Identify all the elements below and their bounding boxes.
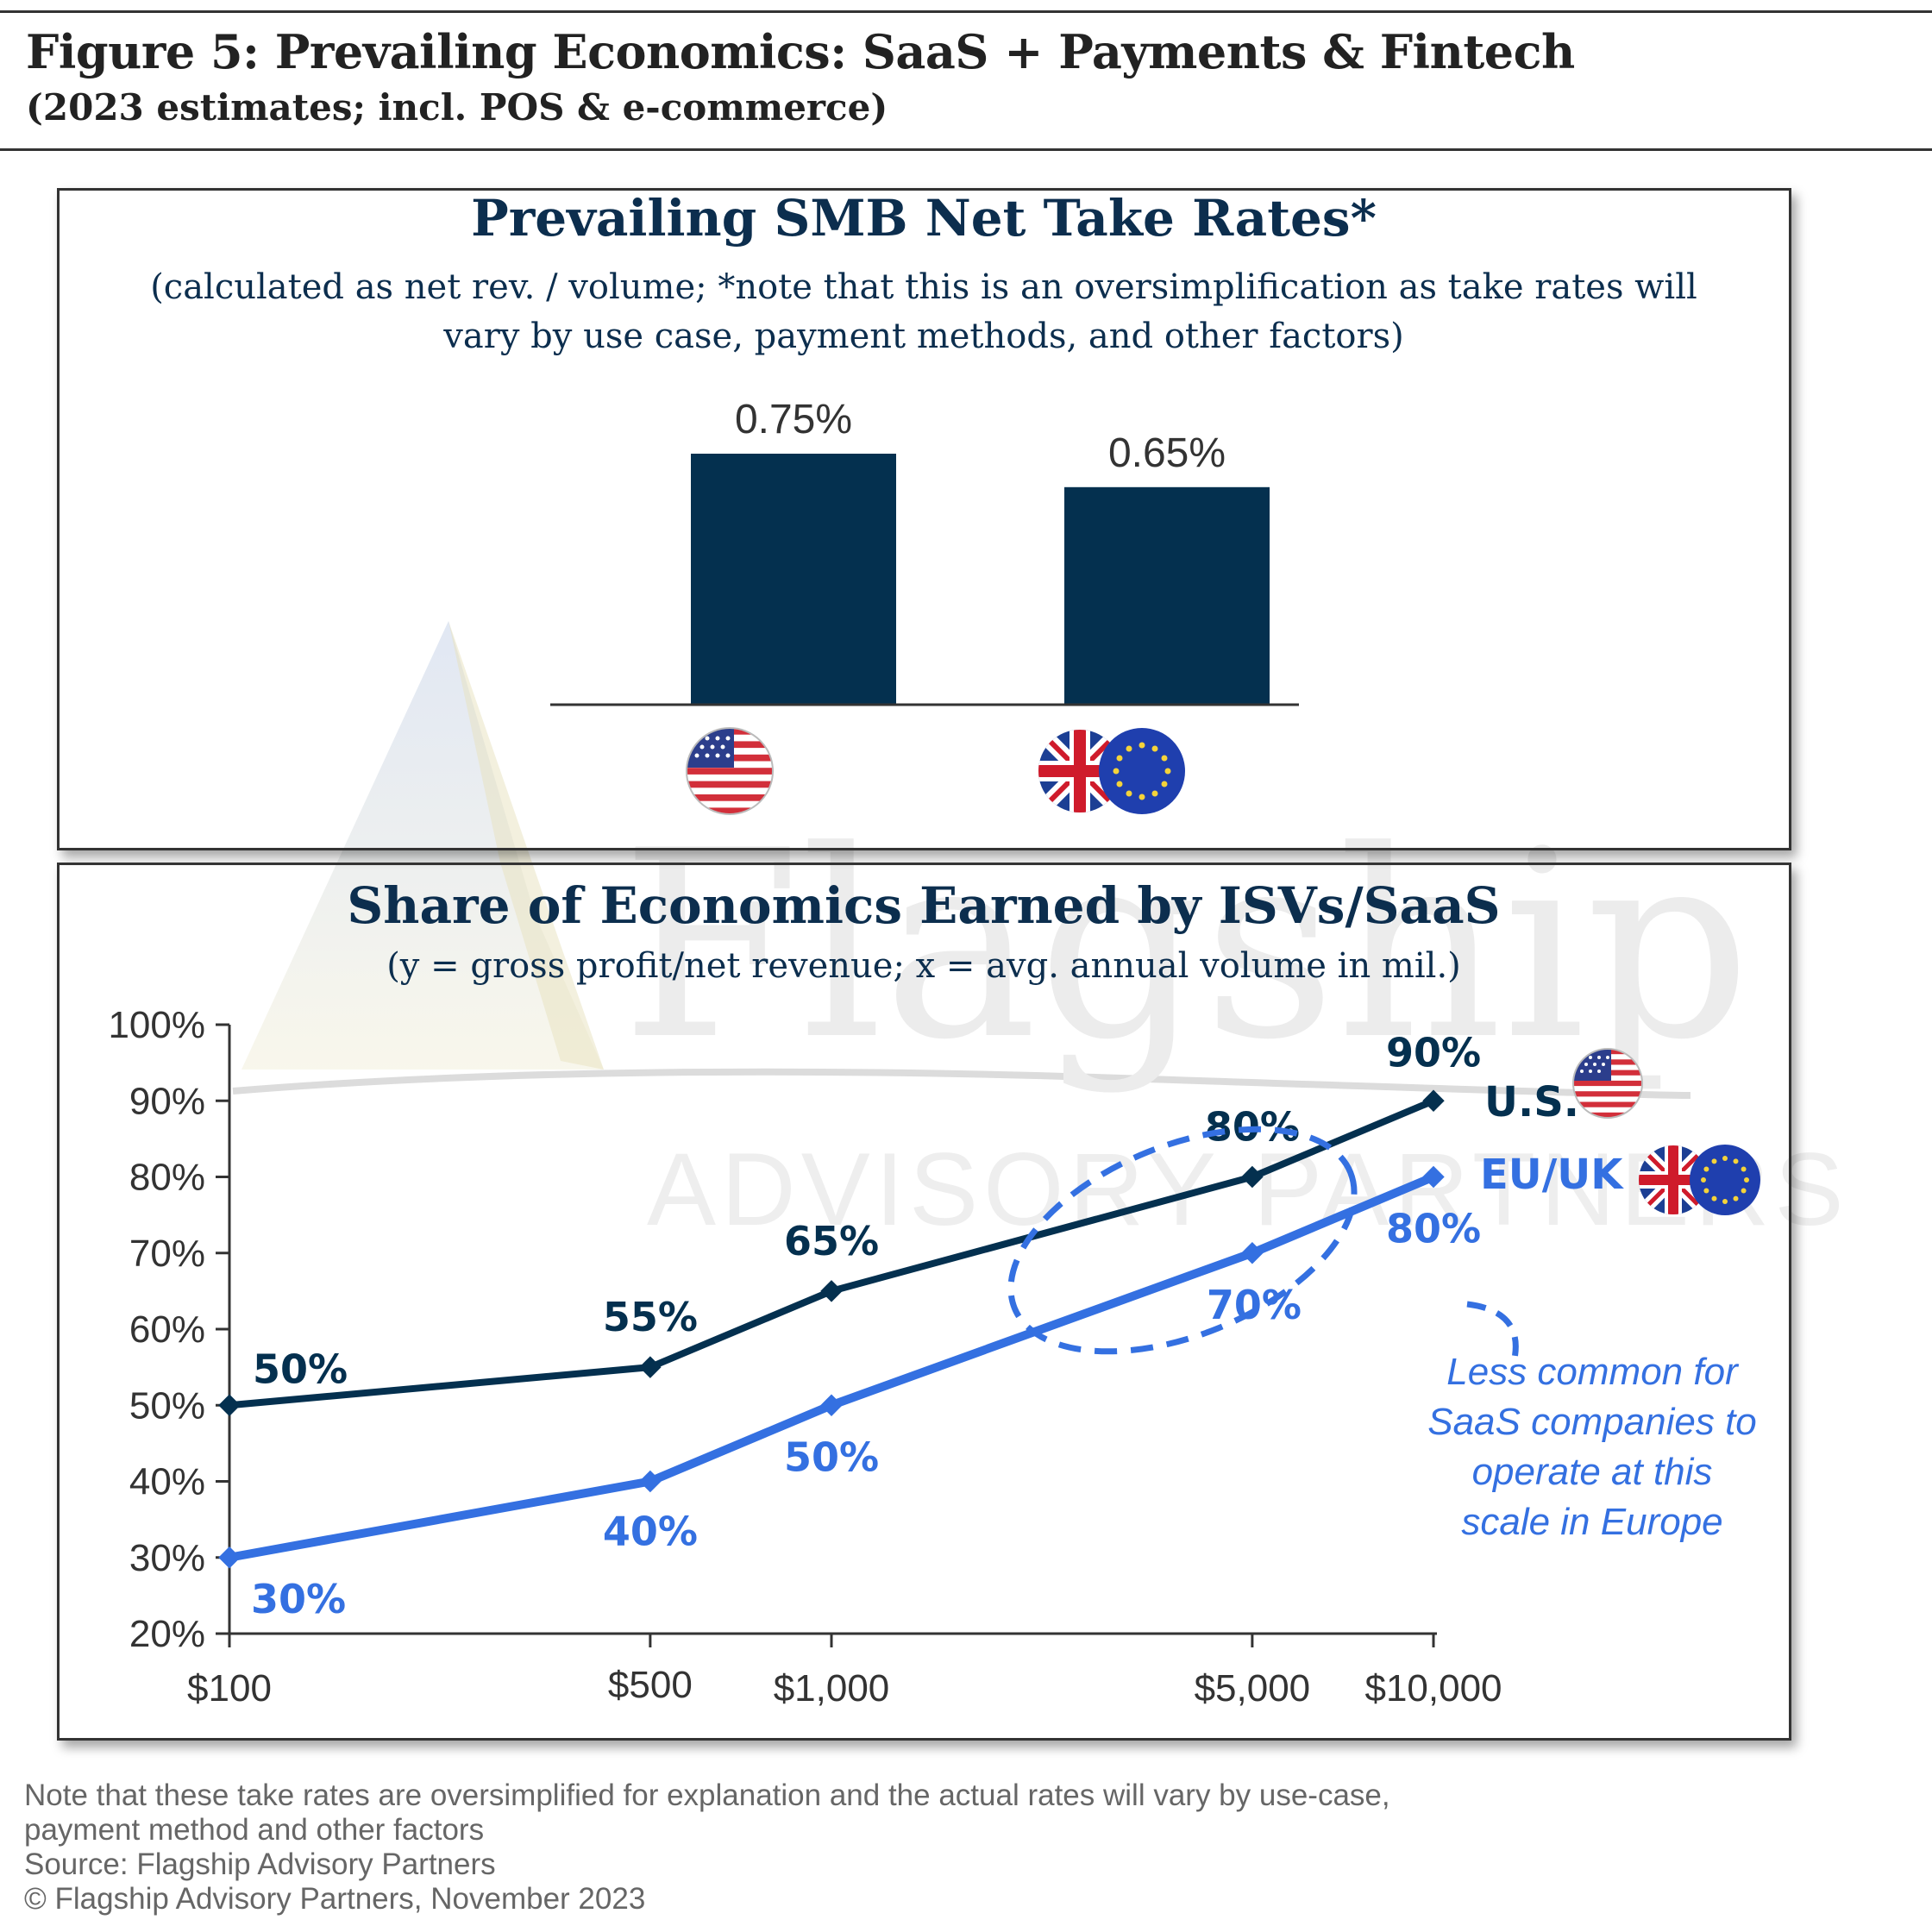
header-rule [0,148,1932,151]
chart2-title: Share of Economics Earned by ISVs/SaaS [347,876,1500,935]
data-point-marker [1422,1089,1445,1112]
y-tick-label: 20% [129,1613,205,1655]
y-tick-label: 70% [129,1233,205,1275]
y-tick-label: 100% [108,1004,205,1046]
annotation-line: SaaS companies to [1427,1401,1757,1443]
y-tick-label: 50% [129,1384,205,1427]
uk-eu-flag-icon [1038,728,1185,814]
data-label: 50% [784,1434,879,1480]
eu-flag-icon [1099,728,1185,814]
footnote-note-line1: Note that these take rates are oversimpl… [24,1779,1390,1812]
data-label: 80% [1386,1206,1481,1252]
take-rate-chart: Prevailing SMB Net Take Rates* (calculat… [150,189,1697,815]
uk-eu-flag-icon [1639,1145,1760,1215]
highlight-connector [1466,1301,1519,1359]
x-tick-label: $10,000 [1364,1667,1502,1710]
figure-title: Figure 5: Prevailing Economics: SaaS + P… [26,24,1575,79]
annotation-line: scale in Europe [1461,1501,1722,1543]
y-tick-label: 30% [129,1537,205,1579]
x-tick-label: $1,000 [774,1667,890,1710]
footnote-note-line2: payment method and other factors [24,1813,485,1847]
us-flag-icon [686,727,774,815]
footnote-copyright: © Flagship Advisory Partners, November 2… [24,1882,646,1916]
chart1-subtitle-line1: (calculated as net rev. / volume; *note … [150,267,1697,307]
top-rule [0,10,1932,13]
economics-panel [57,863,1791,1741]
sail-shape [448,621,604,1070]
y-tick-label: 80% [129,1157,205,1199]
y-tick-label: 60% [129,1308,205,1351]
data-label: 30% [251,1576,346,1622]
economics-share-chart: Share of Economics Earned by ISVs/SaaS (… [108,876,1760,1710]
data-label: 65% [784,1218,879,1264]
data-label: 50% [253,1346,348,1392]
x-tick-label: $500 [608,1664,693,1706]
chart2-subtitle: (y = gross profit/net revenue; x = avg. … [386,946,1461,986]
chart1-title: Prevailing SMB Net Take Rates* [471,189,1377,248]
x-tick-label: $100 [187,1667,272,1710]
highlight-ellipse [1007,1126,1358,1355]
figure-subtitle: (2023 estimates; incl. POS & e-commerce) [26,86,888,129]
watermark-line1: Flagship [621,795,1751,1096]
eu-uk-series-label: EU/UK [1480,1151,1624,1199]
footnote-source: Source: Flagship Advisory Partners [24,1848,496,1881]
y-tick-label: 90% [129,1080,205,1122]
data-label: 90% [1386,1029,1481,1076]
us-flag-icon [1572,1048,1643,1119]
data-point-marker [1241,1165,1264,1189]
bar-uk-eu-flag-icon [1064,486,1270,705]
annotation-line: Less common for [1446,1351,1740,1393]
us-series-label: U.S. [1484,1078,1579,1126]
bar-value-label: 0.65% [1108,430,1226,476]
take-rate-panel [57,188,1791,850]
data-label: 55% [603,1294,698,1340]
sail-shape [242,621,604,1070]
data-label: 40% [603,1509,698,1555]
eu-flag-icon [1690,1145,1760,1215]
scale-annotation: Less common for SaaS companies to operate … [1427,1351,1757,1543]
chart1-subtitle-line2: vary by use case, payment methods, and o… [442,317,1403,356]
data-point-marker [218,1546,241,1569]
bar-value-label: 0.75% [735,397,852,442]
x-tick-label: $5,000 [1195,1667,1311,1710]
bar-us-flag-icon [691,454,896,705]
data-point-marker [639,1356,662,1378]
data-point-marker [218,1394,241,1416]
data-point-marker [820,1280,843,1302]
y-tick-label: 40% [129,1461,205,1503]
annotation-line: operate at this [1472,1451,1713,1493]
data-label: 70% [1207,1282,1302,1328]
